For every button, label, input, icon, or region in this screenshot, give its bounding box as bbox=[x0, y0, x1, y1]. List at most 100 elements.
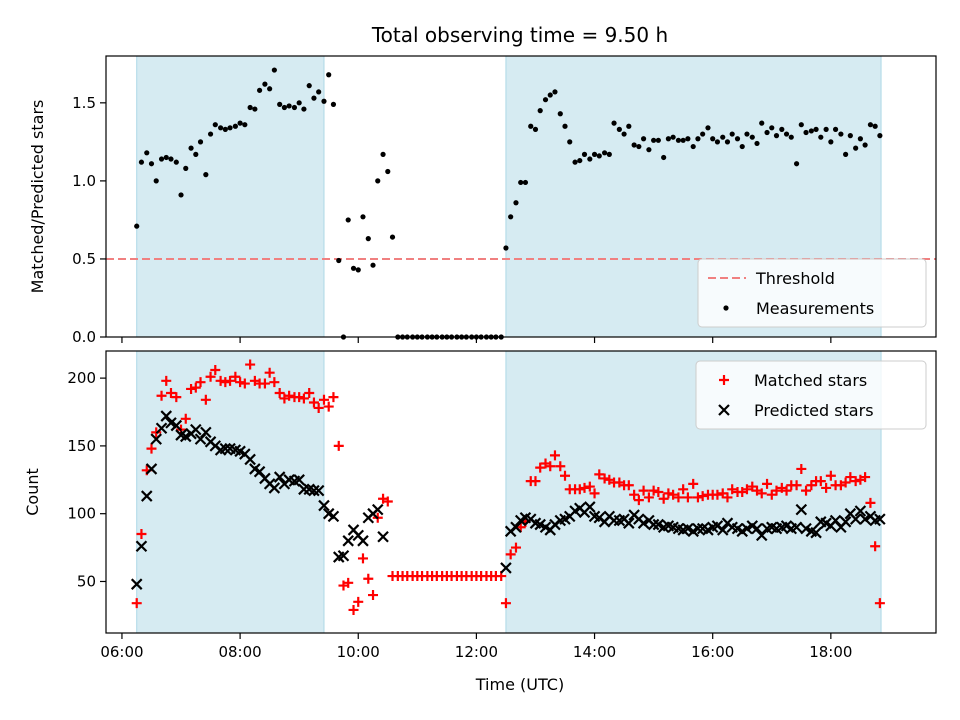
predicted-point bbox=[854, 505, 867, 517]
matched-point bbox=[756, 488, 767, 499]
ratio-point bbox=[197, 139, 204, 145]
ratio-point bbox=[773, 133, 780, 139]
ratio-point bbox=[665, 136, 671, 142]
ratio-point bbox=[271, 67, 277, 73]
matched-point bbox=[865, 497, 876, 508]
predicted-point bbox=[135, 540, 148, 553]
ratio-point bbox=[153, 178, 159, 184]
legend-label: Threshold bbox=[755, 269, 835, 288]
ratio-point bbox=[385, 168, 391, 175]
observing-window-1 bbox=[136, 55, 325, 338]
ratio-point bbox=[596, 153, 602, 159]
matched-point bbox=[874, 598, 885, 609]
legend-matched-swatch bbox=[719, 375, 729, 385]
ratio-point bbox=[832, 126, 839, 132]
predicted-point bbox=[874, 513, 886, 525]
predicted-point bbox=[190, 423, 202, 436]
ratio-point bbox=[729, 131, 735, 137]
predicted-point bbox=[500, 562, 512, 574]
ratio-point bbox=[218, 125, 224, 131]
ratio-point bbox=[591, 151, 598, 157]
matched-point bbox=[653, 487, 664, 497]
ratio-point bbox=[862, 142, 868, 148]
matched-point bbox=[190, 382, 201, 393]
matched-point bbox=[821, 482, 832, 493]
ratio-point bbox=[296, 100, 302, 106]
matched-point bbox=[245, 359, 256, 370]
ratio-point bbox=[562, 123, 568, 129]
ratio-point bbox=[808, 128, 814, 134]
matched-point bbox=[870, 541, 881, 552]
ratio-point bbox=[158, 156, 165, 162]
predicted-point bbox=[839, 516, 852, 528]
predicted-point bbox=[795, 503, 808, 516]
legend-predicted-swatch bbox=[718, 404, 730, 416]
ratio-point bbox=[843, 151, 849, 157]
matched-point bbox=[180, 413, 191, 424]
ratio-point bbox=[267, 86, 273, 92]
matched-point bbox=[584, 481, 595, 492]
ratio-point bbox=[818, 134, 824, 140]
ratio-point bbox=[577, 157, 583, 164]
ratio-point bbox=[685, 136, 691, 142]
ratio-point bbox=[552, 89, 558, 95]
matched-point bbox=[510, 542, 521, 553]
ratio-point bbox=[168, 156, 174, 162]
matched-point bbox=[215, 375, 226, 386]
matched-point bbox=[860, 472, 871, 483]
ratio-point bbox=[508, 214, 514, 220]
ratio-point bbox=[134, 223, 140, 229]
ratio-point bbox=[675, 137, 682, 143]
matched-point bbox=[205, 371, 216, 382]
ratio-point bbox=[207, 131, 214, 137]
predicted-point bbox=[244, 453, 256, 466]
x-tick-label: 10:00 bbox=[337, 643, 380, 661]
ratio-point bbox=[847, 133, 853, 139]
ratio-point bbox=[651, 137, 657, 143]
predicted-point bbox=[623, 517, 635, 529]
y-tick-label: 1.0 bbox=[72, 172, 96, 190]
ratio-point bbox=[720, 134, 726, 140]
matched-point bbox=[259, 378, 270, 389]
ratio-point bbox=[705, 125, 711, 131]
x-tick-label: 06:00 bbox=[100, 643, 143, 661]
ratio-point bbox=[232, 123, 238, 129]
predicted-point bbox=[371, 503, 384, 516]
predicted-point bbox=[145, 463, 158, 475]
predicted-point bbox=[130, 578, 143, 590]
ratio-point bbox=[754, 140, 760, 147]
ratio-point bbox=[380, 151, 386, 157]
predicted-point bbox=[849, 513, 862, 525]
ratio-point bbox=[636, 143, 642, 150]
ratio-point bbox=[163, 154, 169, 161]
ratio-point bbox=[670, 134, 676, 140]
matched-point bbox=[368, 590, 379, 601]
matched-point bbox=[712, 489, 723, 500]
predicted-point bbox=[337, 549, 350, 562]
matched-point bbox=[294, 392, 305, 403]
matched-point bbox=[363, 573, 374, 584]
matched-point bbox=[239, 378, 250, 389]
matched-point bbox=[762, 478, 773, 489]
ratio-point bbox=[764, 129, 770, 136]
matched-point bbox=[697, 491, 708, 502]
predicted-point bbox=[327, 510, 340, 523]
ratio-point bbox=[661, 154, 667, 161]
legend-label: Predicted stars bbox=[754, 401, 874, 420]
ratio-point bbox=[798, 122, 804, 128]
ratio-point bbox=[838, 131, 844, 137]
matched-point bbox=[220, 377, 231, 388]
matched-point bbox=[235, 377, 246, 388]
matched-point bbox=[688, 478, 699, 489]
ratio-point bbox=[626, 123, 632, 129]
ratio-point bbox=[242, 122, 248, 128]
y-axis-label: Matched/Predicted stars bbox=[28, 100, 47, 294]
matched-point bbox=[348, 604, 359, 615]
matched-point bbox=[668, 489, 679, 500]
ratio-point bbox=[375, 178, 381, 184]
x-axis-label: Time (UTC) bbox=[475, 675, 564, 694]
predicted-point bbox=[377, 530, 389, 543]
ratio-point bbox=[793, 161, 800, 167]
matched-point bbox=[638, 485, 649, 496]
y-tick-label: 150 bbox=[67, 437, 96, 455]
